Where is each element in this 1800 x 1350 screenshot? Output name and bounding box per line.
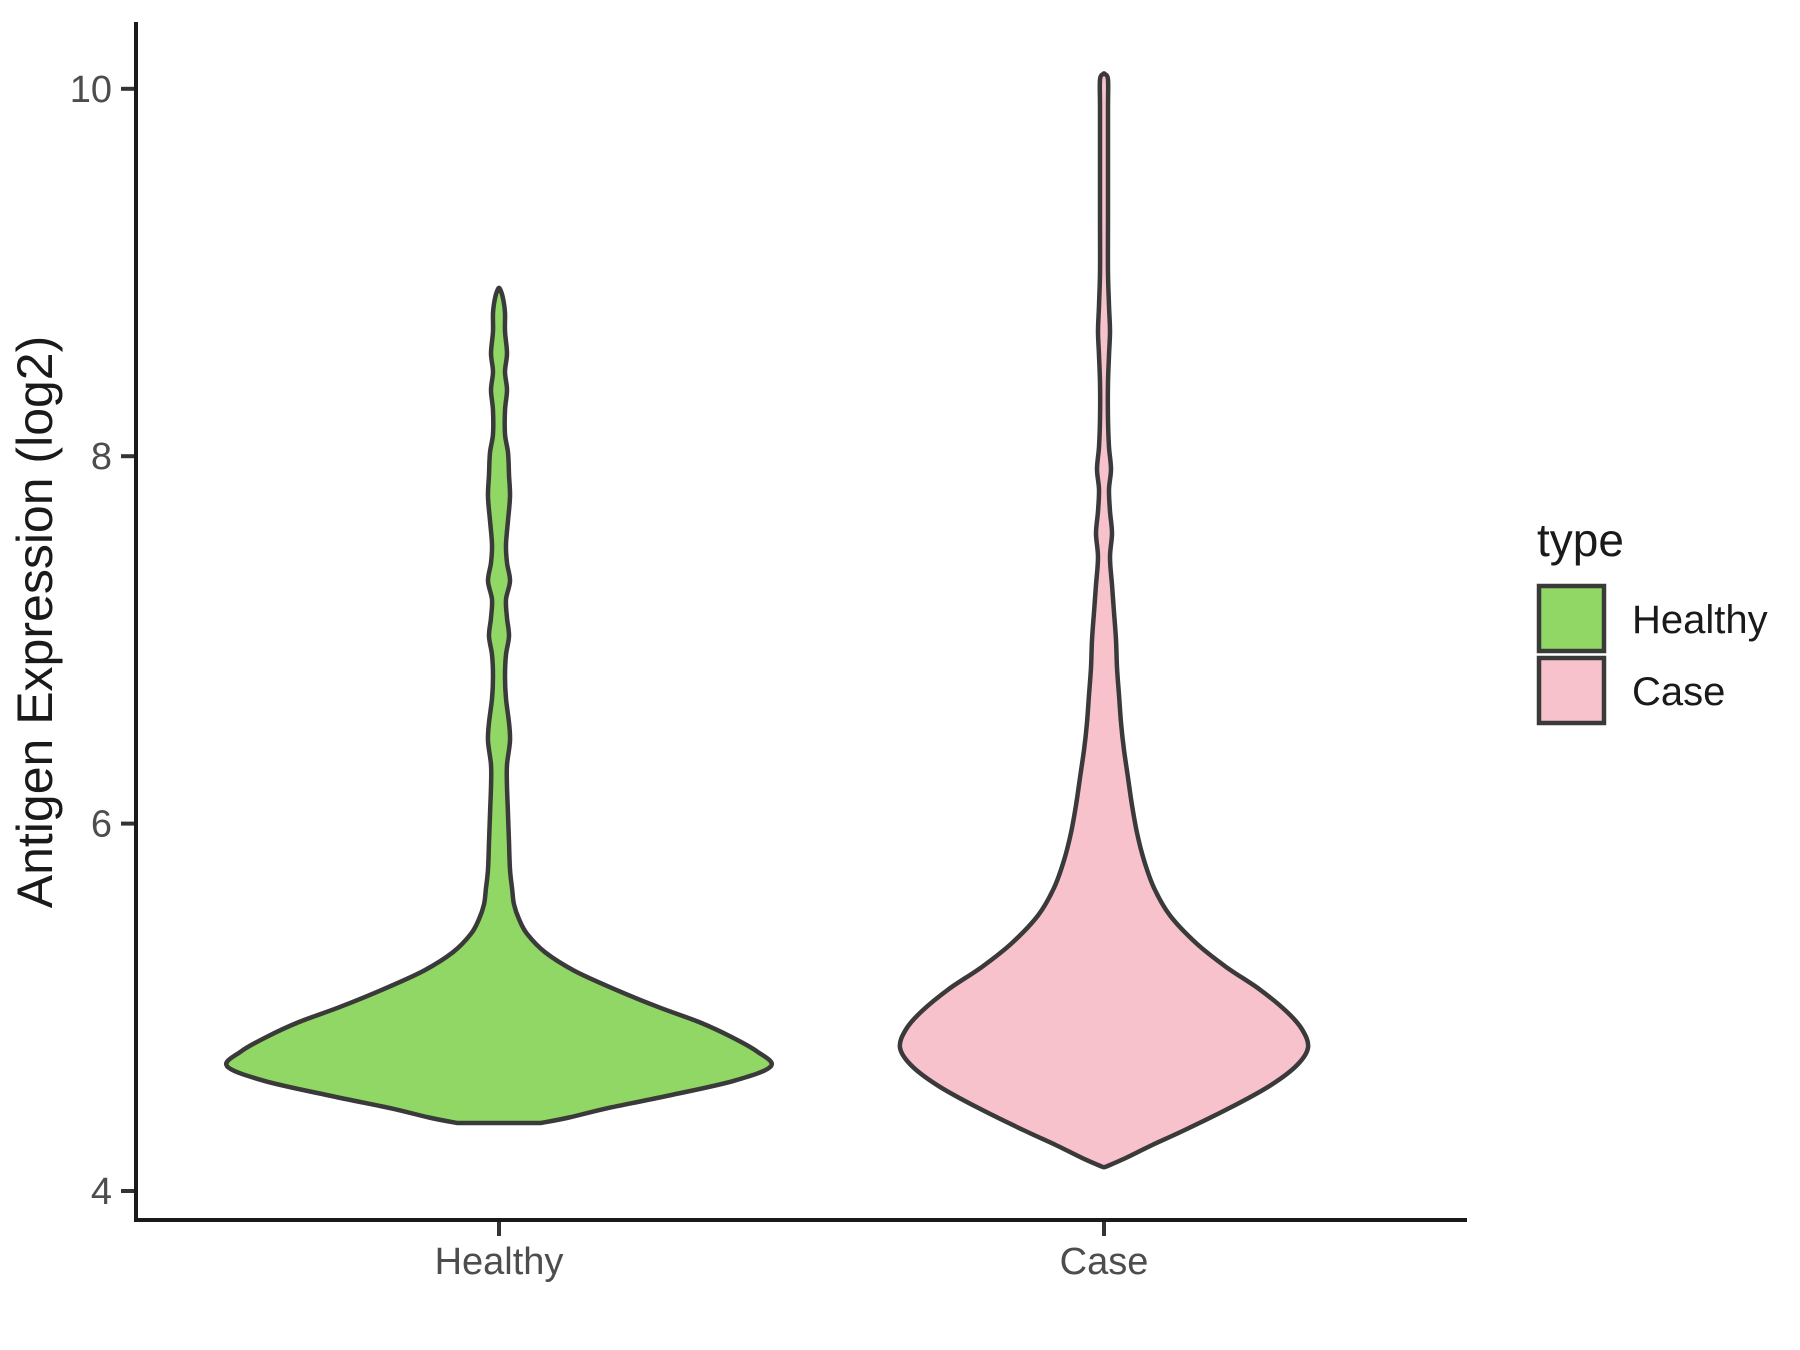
x-tick-label: Case bbox=[1060, 1241, 1149, 1283]
y-tick-label: 8 bbox=[91, 436, 112, 478]
legend: type Healthy Case bbox=[1536, 514, 1768, 726]
legend-title: type bbox=[1537, 514, 1624, 566]
legend-label-healthy: Healthy bbox=[1632, 598, 1768, 642]
y-tick-label: 10 bbox=[70, 69, 112, 111]
legend-label-case: Case bbox=[1632, 670, 1725, 714]
y-tick-label: 4 bbox=[91, 1171, 112, 1213]
y-tick-label: 6 bbox=[91, 804, 112, 846]
y-axis-title: Antigen Expression (log2) bbox=[7, 336, 63, 909]
violin-layer bbox=[224, 71, 1311, 1170]
tick-layer: 10 8 6 4 Healthy Case bbox=[70, 69, 1149, 1283]
violin-case bbox=[897, 71, 1311, 1170]
x-tick-label: Healthy bbox=[435, 1241, 564, 1283]
violin-healthy bbox=[224, 285, 774, 1126]
legend-swatch-healthy bbox=[1536, 583, 1607, 654]
legend-swatch-case bbox=[1536, 655, 1607, 726]
